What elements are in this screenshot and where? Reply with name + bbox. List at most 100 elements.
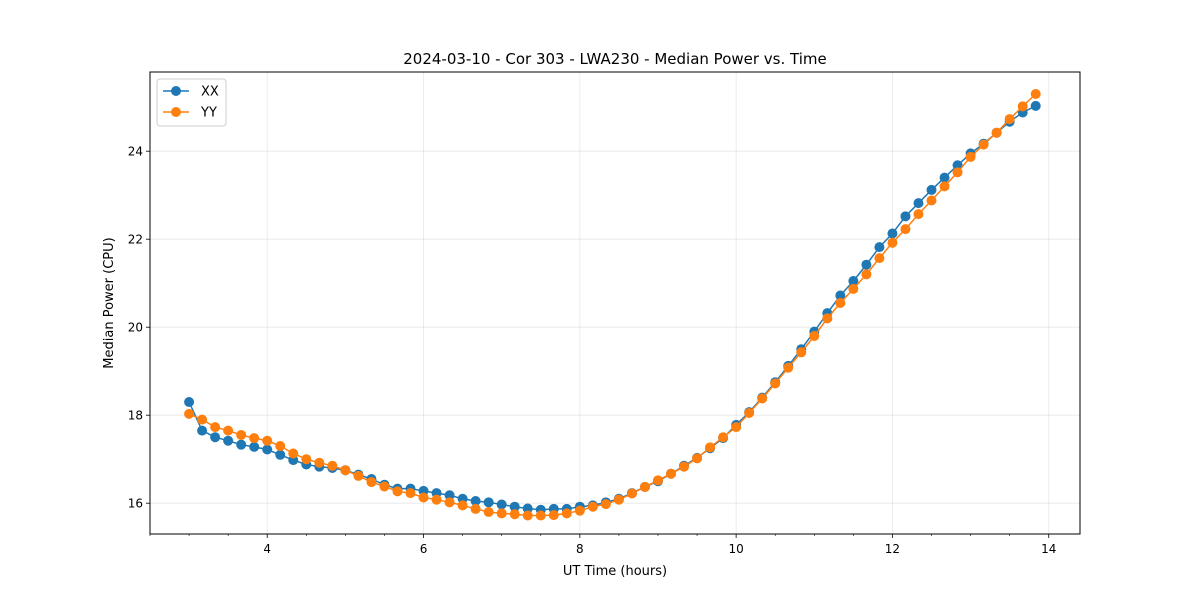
data-point-xx (1030, 100, 1041, 111)
data-point-yy (991, 127, 1002, 138)
data-point-xx (210, 432, 221, 443)
data-point-yy (652, 475, 663, 486)
data-point-yy (835, 298, 846, 308)
series-yy (184, 89, 1041, 521)
y-tick-label: 18 (128, 409, 143, 423)
data-point-yy (210, 422, 221, 433)
data-point-yy (613, 494, 624, 505)
data-point-yy (548, 510, 559, 521)
data-point-yy (184, 408, 195, 419)
data-point-xx (900, 211, 911, 222)
data-point-xx (223, 435, 234, 446)
x-tick-label: 14 (1041, 542, 1056, 556)
data-point-yy (639, 481, 650, 492)
data-point-yy (861, 269, 872, 280)
data-point-xx (509, 501, 520, 512)
data-point-yy (561, 508, 572, 519)
data-point-yy (887, 237, 898, 248)
y-tick-label: 24 (128, 145, 143, 159)
data-point-yy (1004, 114, 1015, 125)
data-point-xx (444, 490, 455, 501)
data-point-yy (457, 500, 468, 511)
data-point-yy (470, 503, 481, 514)
data-point-xx (939, 172, 950, 183)
data-point-yy (874, 253, 885, 264)
x-tick-label: 10 (728, 542, 743, 556)
data-point-yy (587, 501, 598, 512)
data-point-xx (197, 425, 208, 436)
data-point-yy (236, 430, 247, 440)
data-point-yy (1030, 89, 1041, 99)
data-point-yy (262, 435, 273, 446)
data-point-yy (366, 477, 377, 488)
chart-title: 2024-03-10 - Cor 303 - LWA230 - Median P… (403, 50, 827, 68)
data-point-yy (848, 283, 859, 294)
plot-frame (149, 71, 1081, 535)
legend-label-yy: YY (200, 106, 217, 121)
data-point-yy (913, 209, 924, 220)
data-point-yy (626, 488, 637, 499)
data-point-yy (757, 393, 768, 404)
data-point-yy (952, 167, 963, 178)
data-point-yy (783, 362, 794, 373)
data-point-xx (835, 290, 846, 301)
data-point-xx (926, 184, 937, 195)
data-point-yy (405, 488, 416, 499)
data-point-yy (796, 347, 807, 358)
data-point-yy (522, 510, 533, 521)
data-point-yy (379, 481, 390, 492)
data-point-yy (483, 507, 494, 517)
legend-label-xx: XX (201, 85, 219, 100)
data-point-xx (952, 160, 963, 171)
data-point-yy (249, 433, 260, 444)
data-point-yy (275, 441, 286, 451)
data-point-yy (327, 460, 338, 471)
data-point-yy (926, 195, 937, 206)
data-point-yy (418, 492, 429, 503)
data-point-yy (718, 432, 729, 443)
data-point-xx (275, 449, 286, 460)
data-point-yy (574, 505, 585, 516)
y-tick-label: 16 (128, 497, 143, 511)
data-point-xx (249, 441, 260, 452)
data-point-yy (939, 181, 950, 192)
data-point-yy (444, 497, 455, 508)
data-point-xx (496, 499, 507, 510)
data-point-yy (288, 448, 299, 459)
legend-marker-yy (171, 107, 181, 117)
data-point-yy (431, 494, 442, 505)
data-point-xx (236, 439, 247, 450)
data-point-yy (744, 408, 755, 418)
grid (150, 72, 1080, 534)
y-axis-label: Median Power (CPU) (102, 237, 117, 368)
data-point-yy (809, 331, 820, 341)
series-layer (184, 89, 1041, 521)
data-point-yy (900, 224, 911, 235)
data-point-yy (679, 461, 690, 472)
x-tick-label: 4 (263, 542, 271, 556)
x-axis-label: UT Time (hours) (563, 564, 667, 579)
data-point-yy (965, 151, 976, 162)
data-point-xx (262, 444, 273, 455)
y-tick-label: 22 (128, 233, 143, 247)
data-point-xx (874, 242, 885, 253)
data-point-yy (692, 453, 703, 464)
x-tick-label: 12 (885, 542, 900, 556)
data-point-yy (223, 425, 234, 436)
x-tick-label: 8 (576, 542, 584, 556)
data-point-xx (887, 228, 898, 239)
data-point-yy (1017, 101, 1028, 112)
data-point-yy (509, 509, 520, 520)
data-point-xx (184, 397, 195, 407)
data-point-yy (535, 510, 546, 521)
legend: XX YY (156, 78, 227, 127)
x-tick-label: 6 (420, 542, 428, 556)
data-point-yy (822, 313, 833, 324)
data-point-yy (301, 454, 312, 465)
data-point-yy (340, 465, 351, 476)
data-point-yy (353, 470, 364, 481)
legend-marker-xx (171, 86, 181, 96)
data-point-yy (496, 508, 507, 519)
data-point-yy (392, 486, 403, 497)
